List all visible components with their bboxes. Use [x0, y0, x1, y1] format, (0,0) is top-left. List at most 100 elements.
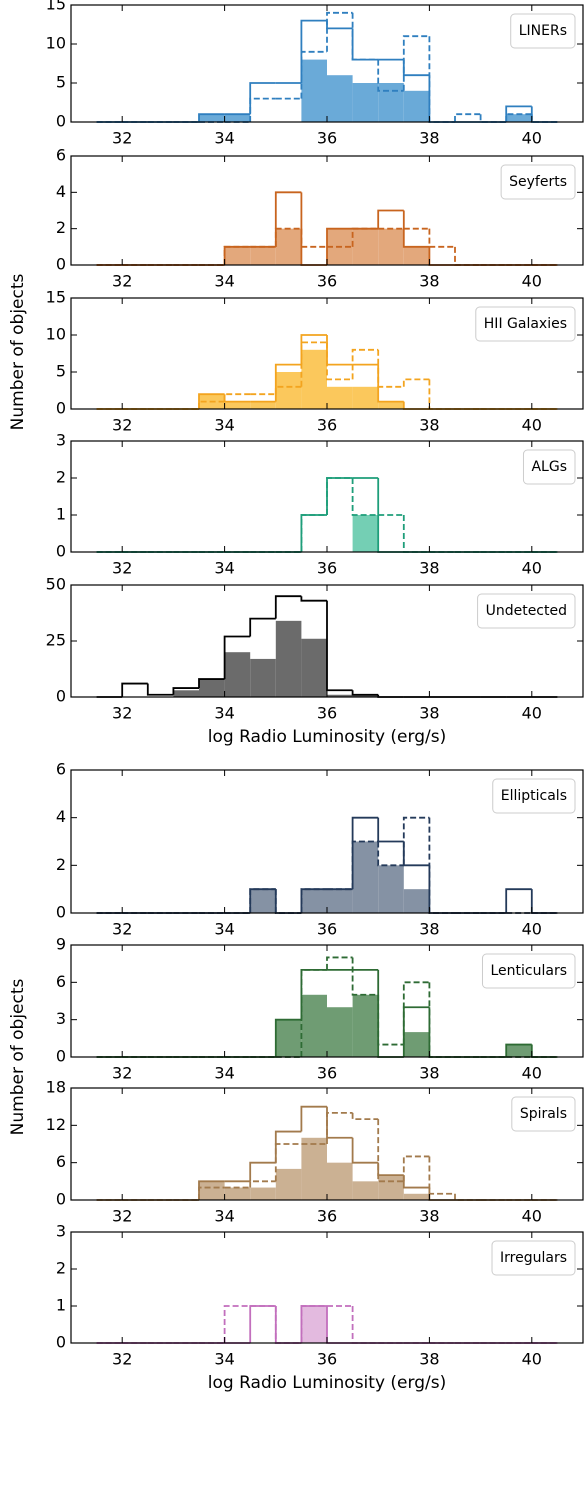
bar [352, 994, 379, 1057]
step [274, 1306, 302, 1344]
bar [352, 1181, 379, 1200]
step [326, 600, 353, 692]
panel: 32 34 36 38 40 0 1 2 3 ALGs [56, 431, 584, 578]
step [249, 1180, 276, 1188]
bar [327, 386, 353, 409]
x-tick-label: 32 [112, 920, 132, 939]
y-tick-label: 2 [56, 1259, 66, 1278]
panel: 32 34 36 38 40 0 5 10 15 HII Galaxies Number of ob… [8, 273, 584, 435]
step [300, 596, 327, 602]
step [274, 1143, 302, 1182]
x-tick-label: 34 [214, 272, 234, 291]
step [274, 595, 302, 619]
bar [275, 1019, 302, 1057]
x-tick-label: 32 [112, 129, 132, 148]
step [402, 1155, 430, 1182]
y-tick-label: 0 [56, 542, 66, 561]
step [505, 888, 532, 913]
step [428, 817, 455, 914]
x-tick-label: 36 [317, 272, 337, 291]
x-tick-label: 40 [522, 272, 542, 291]
bar [275, 372, 302, 409]
y-tick-label: 6 [56, 1152, 66, 1171]
bar [275, 1168, 302, 1200]
bar [301, 59, 327, 122]
x-tick-label: 40 [522, 1207, 542, 1226]
x-tick-label: 32 [112, 704, 132, 723]
step [274, 385, 302, 395]
y-tick-label: 6 [56, 146, 66, 165]
bar [327, 694, 353, 697]
y-axis-label: Number of objects [8, 273, 28, 430]
bar [378, 83, 404, 122]
bar [224, 401, 251, 409]
step [402, 35, 430, 91]
step [300, 50, 327, 99]
step [249, 1161, 276, 1182]
step [402, 515, 430, 553]
step [428, 379, 455, 410]
step [505, 113, 532, 122]
x-tick-label: 40 [522, 416, 542, 435]
x-tick-label: 36 [317, 416, 337, 435]
x-tick-label: 32 [112, 1350, 132, 1369]
x-axis-label: log Radio Luminosity (erg/s) [208, 1373, 446, 1393]
x-tick-label: 34 [214, 559, 234, 578]
bar [352, 694, 379, 697]
y-tick-label: 1 [56, 1296, 66, 1315]
step [326, 1111, 353, 1144]
step [172, 687, 199, 695]
y-tick-label: 25 [46, 631, 66, 650]
bar [199, 1181, 225, 1200]
step [274, 227, 302, 247]
step [326, 956, 353, 970]
step [326, 477, 353, 515]
step [274, 889, 302, 914]
step [326, 1306, 353, 1344]
step [223, 1305, 251, 1343]
x-tick-label: 34 [214, 1207, 234, 1226]
legend-label: Ellipticals [501, 788, 567, 804]
legend-box [500, 164, 576, 200]
step [402, 1175, 430, 1189]
step [402, 816, 430, 866]
step [300, 888, 327, 913]
step [377, 364, 404, 403]
step [530, 889, 558, 914]
bar [352, 386, 379, 409]
legend-box [522, 449, 576, 485]
step [428, 1156, 455, 1195]
y-tick-label: 4 [56, 807, 66, 826]
x-tick-label: 38 [419, 559, 439, 578]
y-tick-label: 0 [56, 1190, 66, 1209]
bar [275, 228, 302, 265]
bar [506, 1044, 532, 1057]
y-tick-label: 15 [46, 0, 66, 14]
x-tick-label: 38 [419, 1207, 439, 1226]
y-tick-label: 0 [56, 1047, 66, 1066]
step [351, 12, 379, 61]
step [198, 400, 225, 409]
step [249, 617, 276, 637]
legend-label: LINERs [519, 23, 567, 39]
step [377, 59, 404, 92]
y-tick-label: 2 [56, 218, 66, 237]
legend-box [492, 778, 576, 814]
step [377, 1162, 404, 1177]
bar [250, 889, 276, 913]
bar [224, 114, 251, 122]
step [198, 1180, 225, 1200]
panel: 32 34 36 38 40 0 25 50 Undetected log Radio Lumin… [46, 575, 584, 747]
step [223, 245, 251, 265]
step [428, 228, 455, 248]
step [377, 994, 404, 1046]
y-tick-label: 3 [56, 431, 66, 450]
bar [403, 1032, 430, 1057]
y-tick-label: 50 [46, 575, 66, 594]
step [198, 113, 225, 122]
step [402, 59, 430, 77]
bar [378, 401, 404, 409]
step [428, 865, 455, 914]
step [377, 817, 404, 843]
